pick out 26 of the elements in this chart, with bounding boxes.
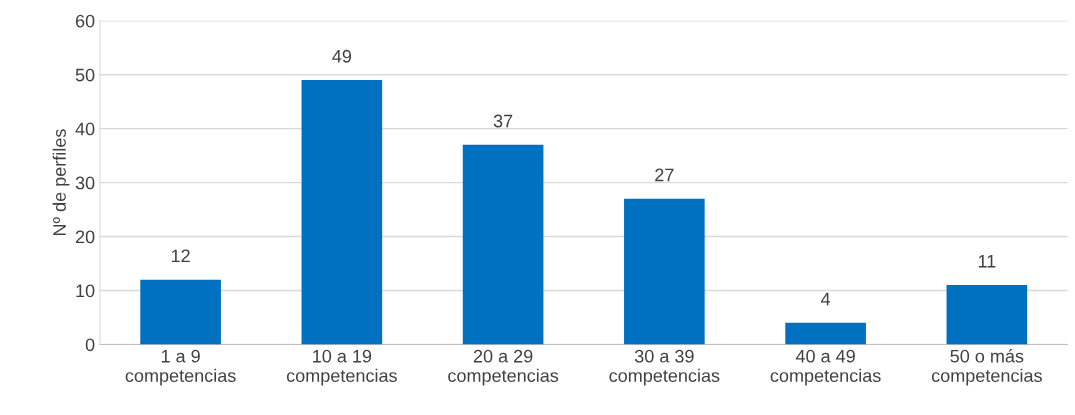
y-tick-label: 0	[85, 338, 95, 352]
data-label: 12	[171, 249, 190, 263]
x-tick-label: 20 a 29 competencias	[448, 349, 559, 386]
data-label: 27	[655, 168, 674, 182]
data-label: 4	[820, 292, 831, 306]
data-label: 49	[332, 49, 352, 63]
x-tick-label: 10 a 19 competencias	[286, 349, 397, 386]
x-tick-label: 50 o más competencias	[931, 349, 1042, 386]
data-label: 11	[978, 255, 996, 268]
y-tick-label: 10	[76, 284, 95, 298]
y-tick-label: 40	[75, 122, 95, 136]
y-tick-label: 20	[75, 230, 95, 244]
data-label: 37	[493, 114, 513, 128]
bar	[462, 144, 544, 345]
bar	[624, 198, 705, 345]
y-tick-label: 30	[75, 176, 95, 190]
x-tick-label: 1 a 9 competencias	[125, 349, 236, 386]
bar	[301, 80, 383, 345]
x-tick-label: 30 a 39 competencias	[609, 349, 720, 386]
y-tick-label: 60	[75, 14, 95, 28]
y-tick-label: 50	[75, 68, 95, 82]
bar	[140, 279, 221, 345]
bar	[946, 285, 1028, 345]
y-axis-title: Nº de perfiles	[52, 129, 70, 236]
bar	[785, 322, 866, 345]
x-tick-label: 40 a 49 competencias	[770, 349, 881, 386]
